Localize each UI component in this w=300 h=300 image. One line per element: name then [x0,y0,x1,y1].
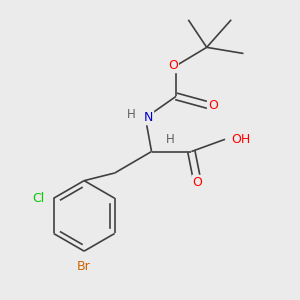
Text: O: O [168,59,178,72]
Text: OH: OH [231,133,250,146]
Text: Cl: Cl [32,192,44,205]
Text: O: O [208,99,218,112]
Text: Br: Br [77,260,91,273]
Text: H: H [166,133,174,146]
Text: N: N [144,111,153,124]
Text: O: O [193,176,202,189]
Text: H: H [127,108,136,121]
